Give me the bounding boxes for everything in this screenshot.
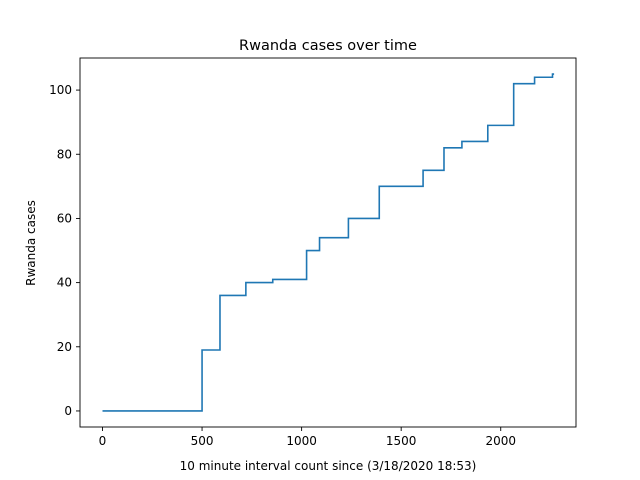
x-tick-label-1500: 1500 bbox=[386, 434, 417, 448]
axes-frame bbox=[79, 57, 577, 428]
y-tick-label-80: 80 bbox=[57, 147, 72, 161]
y-tick-label-100: 100 bbox=[49, 83, 72, 97]
x-tick-label-1000: 1000 bbox=[286, 434, 317, 448]
series-line-0 bbox=[102, 73, 555, 412]
x-axis-label: 10 minute interval count since (3/18/202… bbox=[180, 459, 477, 473]
y-tick-label-0: 0 bbox=[64, 404, 72, 418]
chart-title: Rwanda cases over time bbox=[239, 38, 417, 54]
y-tick-label-20: 20 bbox=[57, 340, 72, 354]
y-axis-label: Rwanda cases bbox=[24, 200, 38, 286]
y-tick-label-40: 40 bbox=[57, 276, 72, 290]
plot-area: 0 500 1000 1500 2000 0 20 40 60 80 100 bbox=[49, 57, 577, 448]
y-tick-label-60: 60 bbox=[57, 211, 72, 225]
x-tick-label-0: 0 bbox=[99, 434, 107, 448]
x-tick-label-500: 500 bbox=[191, 434, 214, 448]
x-tick-label-2000: 2000 bbox=[485, 434, 516, 448]
